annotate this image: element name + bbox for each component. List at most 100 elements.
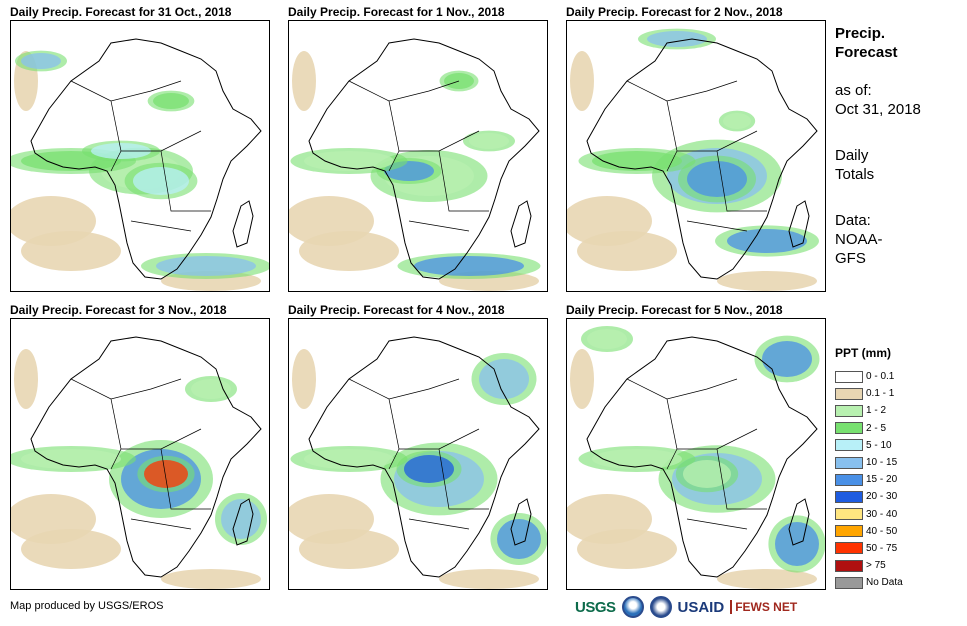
forecast-info: Precip. Forecast as of: Oct 31, 2018 Dai… <box>835 24 960 268</box>
precip-legend: PPT (mm) 0 - 0.1 0.1 - 1 1 - 2 2 - 5 5 - 10 1… <box>835 346 960 591</box>
country-border <box>666 448 678 470</box>
africa-outline <box>308 38 540 280</box>
panel-title: Daily Precip. Forecast for 5 Nov., 2018 <box>566 303 783 317</box>
legend-label: 20 - 30 <box>866 491 898 503</box>
rain-area <box>592 449 682 469</box>
totals-line2: Totals <box>835 166 875 183</box>
africa-outline <box>232 200 254 248</box>
country-border <box>388 100 480 152</box>
legend-item: 1 - 2 <box>835 402 960 419</box>
rain-area <box>404 455 454 483</box>
map-canvas <box>567 326 825 589</box>
legend-swatch <box>835 542 863 555</box>
data-source-line1: NOAA- <box>835 231 883 248</box>
legend-swatch <box>835 422 863 435</box>
country-border <box>388 448 400 470</box>
dry-area <box>570 51 594 111</box>
rain-area <box>727 229 807 253</box>
rain-area <box>592 151 682 171</box>
asof-label: as of: <box>835 82 872 99</box>
country-border <box>666 398 758 450</box>
country-border <box>686 518 748 530</box>
panel-title: Daily Precip. Forecast for 4 Nov., 2018 <box>288 303 505 317</box>
legend-swatch <box>835 456 863 469</box>
africa-outline <box>30 336 262 578</box>
rain-area <box>21 449 121 469</box>
legend-swatch <box>835 490 863 503</box>
legend-swatch <box>835 576 863 589</box>
country-border <box>716 150 767 212</box>
usaid-seal-icon <box>649 596 672 618</box>
dry-area <box>292 51 316 111</box>
rain-area <box>479 359 529 399</box>
legend-item: No Data <box>835 574 960 591</box>
legend-label: 2 - 5 <box>866 422 887 434</box>
precip-map <box>10 318 270 590</box>
africa-outline <box>510 498 532 546</box>
data-label: Data: <box>835 212 871 229</box>
legend-swatch <box>835 439 863 452</box>
country-border <box>626 80 738 102</box>
rain-area <box>221 499 261 539</box>
country-border <box>348 80 460 102</box>
rain-area <box>133 167 189 195</box>
legend-title: PPT (mm) <box>835 346 892 360</box>
dry-area <box>577 529 677 569</box>
country-border <box>388 150 400 172</box>
legend-label: 30 - 40 <box>866 508 898 520</box>
legend-item: 2 - 5 <box>835 420 960 437</box>
map-credit: Map produced by USGS/EROS <box>10 600 164 612</box>
dry-area <box>717 271 817 291</box>
dry-area <box>299 529 399 569</box>
country-border <box>666 150 678 172</box>
usgs-logo: USGS <box>575 598 616 616</box>
precip-map <box>566 318 826 590</box>
rain-area <box>587 329 627 349</box>
legend-rows: 0 - 0.1 0.1 - 1 1 - 2 2 - 5 5 - 10 10 - 15 15 … <box>835 368 960 591</box>
rain-area <box>497 519 541 559</box>
forecast-panel-4: Daily Precip. Forecast for 3 Nov., 2018 <box>10 302 288 592</box>
rain-area <box>414 256 524 276</box>
country-border <box>388 398 480 450</box>
product-title-line1: Precip. <box>835 25 886 42</box>
panel-title: Daily Precip. Forecast for 1 Nov., 2018 <box>288 5 505 19</box>
forecast-panel-6: Daily Precip. Forecast for 5 Nov., 2018 <box>566 302 844 592</box>
country-border <box>408 518 470 530</box>
usaid-logo: USAID <box>677 598 725 616</box>
forecast-panel-1: Daily Precip. Forecast for 31 Oct., 2018 <box>10 4 288 294</box>
rain-area <box>762 341 812 377</box>
country-border <box>110 448 122 470</box>
africa-outline <box>30 38 262 280</box>
totals-line1: Daily <box>835 147 869 164</box>
legend-label: 5 - 10 <box>866 439 892 451</box>
legend-swatch <box>835 370 863 383</box>
precip-map <box>288 20 548 292</box>
rain-area <box>687 161 747 197</box>
rain-area <box>683 460 731 488</box>
legend-item: 10 - 15 <box>835 454 960 471</box>
legend-label: 0.1 - 1 <box>866 388 895 400</box>
dry-area <box>717 569 817 589</box>
legend-swatch <box>835 525 863 538</box>
fews-net-logo: FEWS NET <box>730 600 797 614</box>
rain-area <box>647 31 707 47</box>
africa-outline <box>788 200 810 248</box>
legend-item: 40 - 50 <box>835 523 960 540</box>
data-source-line2: GFS <box>835 250 866 267</box>
country-border <box>110 150 122 172</box>
forecast-panel-3: Daily Precip. Forecast for 2 Nov., 2018 <box>566 4 844 294</box>
legend-label: 0 - 0.1 <box>866 371 895 383</box>
country-border <box>130 220 192 232</box>
legend-item: 5 - 10 <box>835 437 960 454</box>
panel-title: Daily Precip. Forecast for 31 Oct., 2018 <box>10 5 232 19</box>
legend-item: 0.1 - 1 <box>835 385 960 402</box>
forecast-panel-5: Daily Precip. Forecast for 4 Nov., 2018 <box>288 302 566 592</box>
map-canvas <box>289 336 547 589</box>
country-border <box>110 398 202 450</box>
precip-map <box>10 20 270 292</box>
product-title-line2: Forecast <box>835 44 898 61</box>
legend-swatch <box>835 473 863 486</box>
rain-area <box>469 133 509 149</box>
country-border <box>438 150 489 212</box>
rain-area <box>21 53 61 69</box>
